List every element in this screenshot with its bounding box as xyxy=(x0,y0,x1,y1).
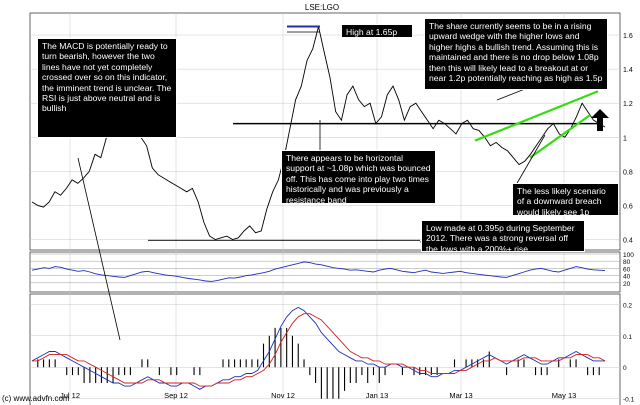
x-tick-label: Jan 13 xyxy=(366,391,389,400)
macd-pointer-line xyxy=(77,157,121,341)
rsi-grid xyxy=(30,253,620,284)
x-tick-label: May 13 xyxy=(552,391,577,400)
footer-copyright: (c) www.advfn.com xyxy=(2,394,70,403)
price-tick-label: 1.6 xyxy=(623,33,633,40)
x-axis-ticks: Jul 12 Sep 12 Nov 12 Jan 13 Mar 13 May 13 xyxy=(60,391,576,400)
annotation-macd: The MACD is potentially ready to turn be… xyxy=(37,38,177,138)
price-y-ticks: 0.4 0.6 0.8 1 1.2 1.4 1.6 xyxy=(623,33,633,244)
price-tick-label: 1 xyxy=(623,135,627,142)
price-tick-label: 1.2 xyxy=(623,101,633,108)
wedge-upper-trendline xyxy=(474,90,599,142)
macd-panel xyxy=(29,293,621,405)
price-tick-label: 0.4 xyxy=(623,237,633,244)
rsi-tick-label: 80 xyxy=(623,259,631,266)
rsi-tick-label: 20 xyxy=(623,281,631,288)
price-tick-label: 0.8 xyxy=(623,169,633,176)
rsi-series-line xyxy=(31,261,606,282)
signal-series-line xyxy=(32,313,606,387)
price-tick-label: 0.6 xyxy=(623,203,633,210)
macd-tick-label: 0.2 xyxy=(623,302,632,309)
up-arrow-icon xyxy=(591,109,609,131)
rsi-tick-label: 60 xyxy=(623,266,631,273)
chart-title: LSE:LGO xyxy=(305,3,339,12)
macd-tick-label: 0.1 xyxy=(623,334,632,341)
macd-histogram xyxy=(37,327,600,399)
macd-y-ticks: -0.1 0 0.1 0.2 xyxy=(623,302,635,403)
rsi-panel xyxy=(29,251,621,293)
annotation-high: High at 1.65p xyxy=(341,24,413,38)
macd-tick-label: -0.1 xyxy=(623,397,635,404)
rsi-tick-label: 100 xyxy=(623,252,634,259)
annotation-wedge: The share currently seems to be in a ris… xyxy=(424,18,608,90)
x-tick-label: Nov 12 xyxy=(271,391,295,400)
macd-grid xyxy=(30,304,620,399)
annotation-low: Low made at 0.395p during September 2012… xyxy=(421,220,585,254)
x-tick-label: Jul 12 xyxy=(60,391,80,400)
annotation-breach: The less likely scenario of a downward b… xyxy=(512,183,619,227)
wedge-lower-trendline xyxy=(529,114,591,159)
annotation-support: There appears to be horizontal support a… xyxy=(281,150,436,205)
x-tick-label: Sep 12 xyxy=(164,391,188,400)
macd-series-line xyxy=(31,306,605,390)
x-tick-label: Mar 13 xyxy=(449,391,472,400)
rsi-tick-label: 40 xyxy=(623,274,631,281)
price-tick-label: 1.4 xyxy=(623,67,633,74)
breach-pointer-line xyxy=(515,134,546,186)
macd-tick-label: 0 xyxy=(623,365,627,372)
